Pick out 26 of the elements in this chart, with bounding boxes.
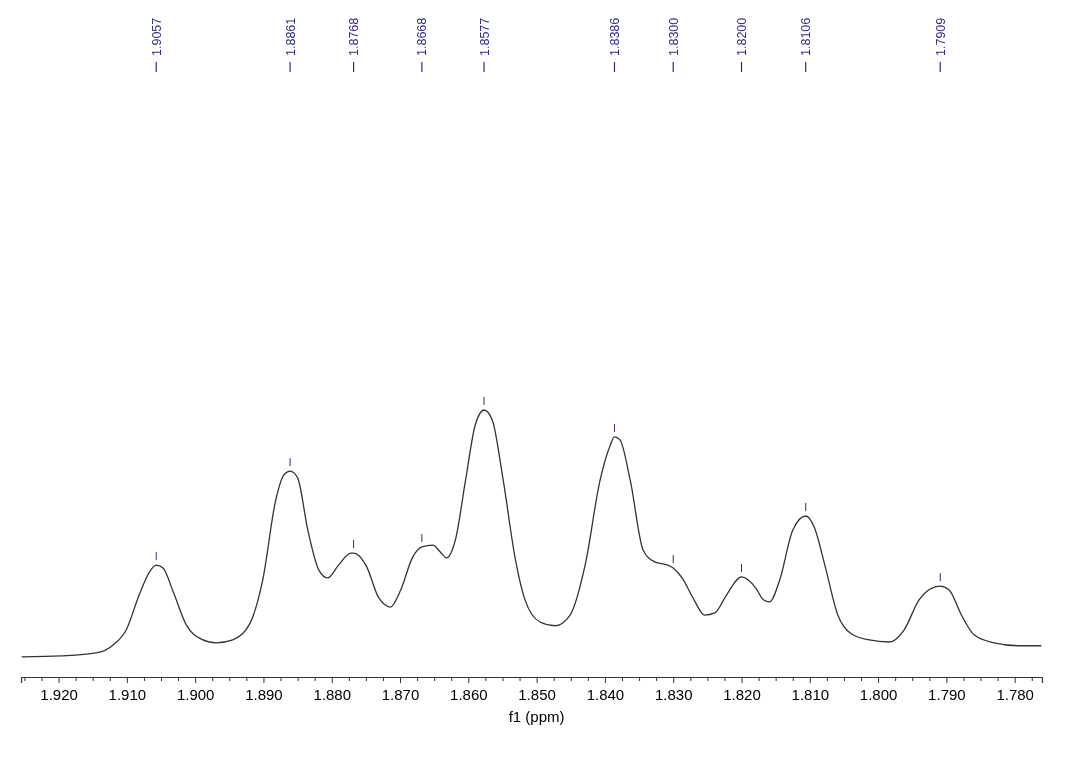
x-tick-label: 1.810 (791, 685, 830, 703)
annotation: 1.8768 (347, 17, 362, 56)
x-tick-label: 1.870 (381, 685, 420, 703)
annotation: 1.8861 (283, 17, 298, 56)
annotation: 1.7909 (933, 17, 948, 56)
x-tick-label: 1.800 (859, 685, 898, 703)
x-tick-label: 1.850 (518, 685, 556, 703)
x-tick-label: 1.780 (996, 685, 1034, 703)
x-tick-label: 1.860 (450, 685, 488, 703)
annotation: 1.8577 (477, 17, 492, 56)
x-tick-label: 1.890 (245, 685, 283, 703)
x-axis-title: f1 (ppm) (508, 708, 565, 725)
x-tick-label: 1.900 (176, 685, 215, 703)
annotation: 1.8106 (799, 17, 814, 56)
annotation: 1.9057 (149, 17, 164, 56)
x-tick-label: 1.790 (928, 685, 966, 703)
x-tick-label: 1.840 (586, 685, 625, 703)
annotation: 1.8200 (735, 17, 750, 56)
annotation: 1.8668 (415, 17, 430, 56)
x-tick-label: 1.910 (108, 685, 147, 703)
annotation: 1.8300 (666, 17, 681, 56)
x-tick-label: 1.920 (40, 685, 78, 703)
x-tick-label: 1.880 (313, 685, 352, 703)
annotation: 1.8386 (607, 17, 622, 56)
x-tick-label: 1.820 (723, 685, 761, 703)
x-tick-label: 1.830 (654, 685, 693, 703)
